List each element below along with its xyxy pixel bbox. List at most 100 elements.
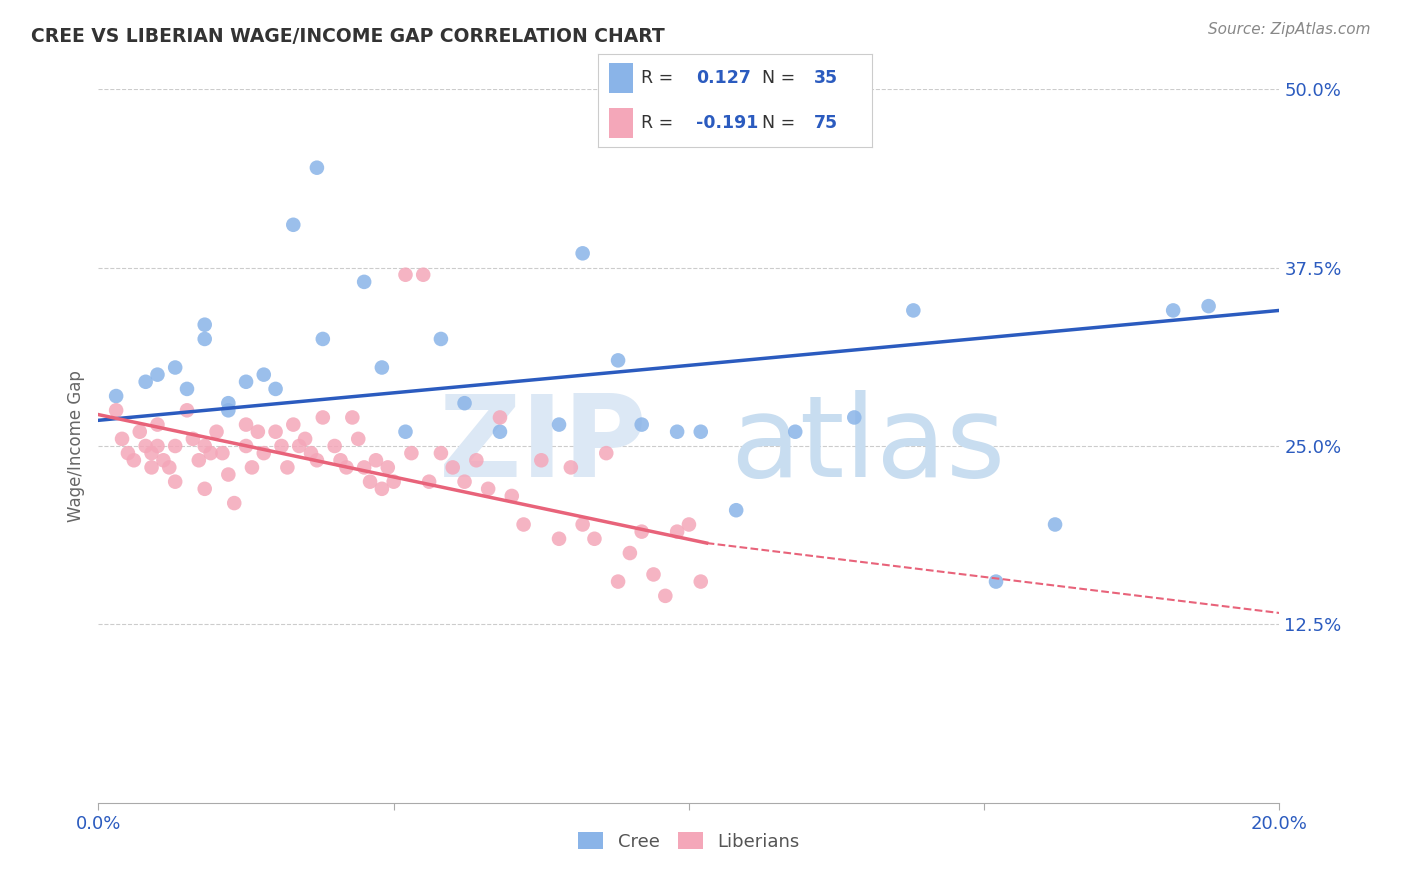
Point	[270, 439, 292, 453]
Legend: Cree, Liberians: Cree, Liberians	[571, 825, 807, 858]
Text: R =: R =	[641, 114, 679, 132]
Point	[689, 574, 711, 589]
Y-axis label: Wage/Income Gap: Wage/Income Gap	[66, 370, 84, 522]
Point	[371, 482, 394, 496]
Point	[105, 389, 128, 403]
Point	[288, 439, 311, 453]
Point	[235, 375, 257, 389]
Point	[364, 453, 387, 467]
Point	[489, 425, 512, 439]
Text: 75: 75	[814, 114, 838, 132]
Point	[157, 460, 180, 475]
Point	[619, 546, 641, 560]
Point	[571, 246, 593, 260]
Point	[654, 589, 676, 603]
Point	[583, 532, 606, 546]
Point	[785, 425, 807, 439]
Point	[253, 446, 276, 460]
Point	[211, 446, 233, 460]
Point	[122, 453, 145, 467]
Point	[111, 432, 134, 446]
Point	[299, 446, 322, 460]
Point	[394, 425, 416, 439]
Point	[401, 446, 423, 460]
Point	[194, 439, 217, 453]
Point	[205, 425, 228, 439]
Point	[305, 453, 328, 467]
Text: CREE VS LIBERIAN WAGE/INCOME GAP CORRELATION CHART: CREE VS LIBERIAN WAGE/INCOME GAP CORRELA…	[31, 27, 665, 45]
Point	[329, 453, 352, 467]
Point	[146, 439, 169, 453]
Point	[903, 303, 925, 318]
Point	[176, 403, 198, 417]
Point	[217, 403, 239, 417]
Point	[412, 268, 434, 282]
Point	[264, 425, 287, 439]
Point	[146, 417, 169, 432]
Text: atlas: atlas	[730, 391, 1005, 501]
Point	[181, 432, 204, 446]
Point	[595, 446, 617, 460]
Point	[194, 332, 217, 346]
Point	[253, 368, 276, 382]
Point	[441, 460, 464, 475]
Point	[418, 475, 440, 489]
Point	[312, 410, 335, 425]
Point	[235, 439, 257, 453]
Point	[141, 460, 163, 475]
Point	[501, 489, 523, 503]
Point	[689, 425, 711, 439]
Point	[377, 460, 399, 475]
Point	[353, 275, 375, 289]
Point	[725, 503, 748, 517]
Point	[844, 410, 866, 425]
Point	[548, 532, 571, 546]
Point	[165, 475, 187, 489]
Point	[152, 453, 174, 467]
Point	[1198, 299, 1220, 313]
Text: -0.191: -0.191	[696, 114, 759, 132]
Point	[176, 382, 198, 396]
Point	[347, 432, 370, 446]
Point	[630, 524, 652, 539]
Point	[512, 517, 534, 532]
Point	[548, 417, 571, 432]
Point	[477, 482, 499, 496]
Point	[560, 460, 582, 475]
Text: Source: ZipAtlas.com: Source: ZipAtlas.com	[1208, 22, 1371, 37]
Text: 0.127: 0.127	[696, 69, 751, 87]
Point	[394, 268, 416, 282]
Point	[1161, 303, 1184, 318]
Point	[530, 453, 553, 467]
Point	[217, 467, 239, 482]
Point	[305, 161, 328, 175]
FancyBboxPatch shape	[609, 108, 633, 138]
Point	[359, 475, 381, 489]
Point	[165, 360, 187, 375]
Point	[135, 439, 157, 453]
Point	[246, 425, 269, 439]
Point	[117, 446, 139, 460]
Point	[1043, 517, 1066, 532]
Text: N =: N =	[762, 69, 801, 87]
Point	[323, 439, 346, 453]
Point	[678, 517, 700, 532]
Point	[294, 432, 316, 446]
Point	[141, 446, 163, 460]
Point	[264, 382, 287, 396]
Point	[607, 353, 630, 368]
Point	[465, 453, 488, 467]
Point	[666, 425, 689, 439]
Point	[342, 410, 364, 425]
Point	[335, 460, 357, 475]
Point	[187, 453, 209, 467]
Text: 35: 35	[814, 69, 838, 87]
Point	[105, 403, 128, 417]
Point	[382, 475, 405, 489]
Point	[453, 475, 475, 489]
Point	[283, 218, 305, 232]
Point	[235, 417, 257, 432]
Point	[984, 574, 1007, 589]
Point	[571, 517, 593, 532]
Text: ZIP: ZIP	[439, 391, 648, 501]
